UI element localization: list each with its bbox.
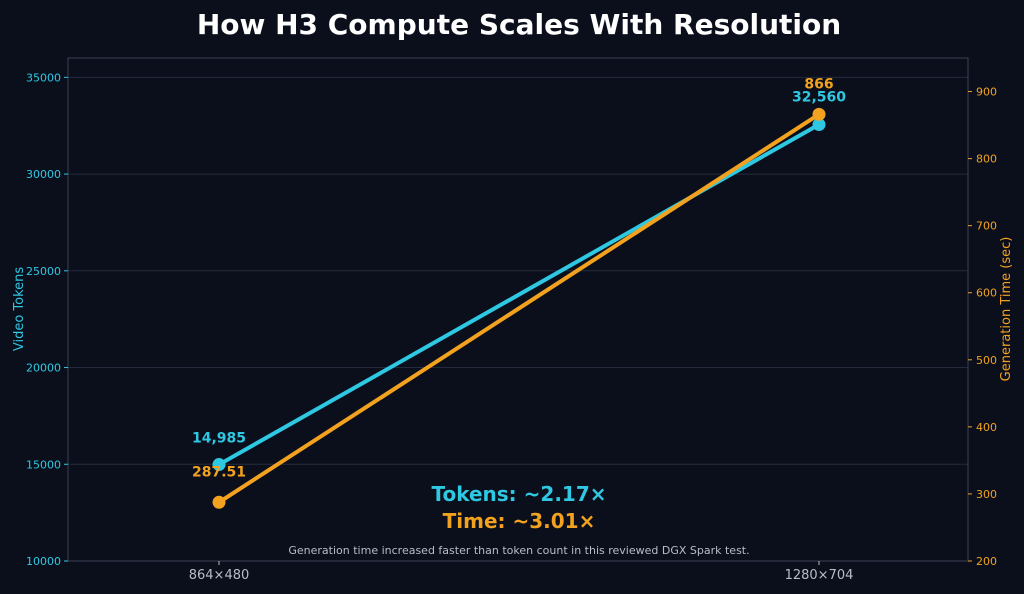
labels-layer: 14,985 32,560 287.51 866: [192, 76, 846, 480]
y-left-tick-label: 15000: [26, 458, 61, 471]
y-right-tick-label: 600: [976, 287, 997, 300]
y-left-tick-label: 30000: [26, 168, 61, 181]
tokens-data-label: 32,560: [792, 90, 846, 106]
y-left-tick-label: 10000: [26, 555, 61, 568]
time-data-label: 866: [804, 76, 833, 92]
tokens-data-label: 14,985: [192, 431, 246, 447]
y-left-tick-label: 35000: [26, 71, 61, 84]
time-ratio-annotation: Time: ~3.01×: [443, 509, 596, 533]
y-left-tick-label: 20000: [26, 362, 61, 375]
y-right-tick-label: 200: [976, 555, 997, 568]
tokens-series-line: [217, 122, 821, 467]
y-left-axis-label: Video Tokens: [12, 267, 27, 352]
plot-frame: [67, 57, 969, 562]
axes-layer: 10000 15000 20000 25000 30000 35000 200 300 400 5…: [26, 57, 997, 583]
time-point: [212, 495, 226, 509]
tokens-point: [212, 458, 226, 472]
y-right-axis-label: Generation Time (sec): [999, 237, 1014, 382]
y-right-tick-label: 300: [976, 488, 997, 501]
x-tick-label: 1280×704: [785, 568, 854, 583]
y-right-tick-label: 800: [976, 153, 997, 166]
y-right-tick-label: 900: [976, 86, 997, 99]
series-layer: [212, 107, 826, 509]
y-left-tick-label: 25000: [26, 265, 61, 278]
x-tick-label: 864×480: [189, 568, 250, 583]
y-right-tick-label: 700: [976, 220, 997, 233]
y-right-tick-label: 500: [976, 354, 997, 367]
y-right-tick-label: 400: [976, 421, 997, 434]
tokens-ratio-annotation: Tokens: ~2.17×: [431, 482, 606, 506]
time-series-line: [217, 112, 821, 505]
chart-title: How H3 Compute Scales With Resolution: [197, 8, 841, 41]
time-data-label: 287.51: [192, 464, 246, 480]
footnote: Generation time increased faster than to…: [288, 544, 749, 557]
time-point: [812, 107, 826, 121]
tokens-point: [812, 118, 826, 132]
